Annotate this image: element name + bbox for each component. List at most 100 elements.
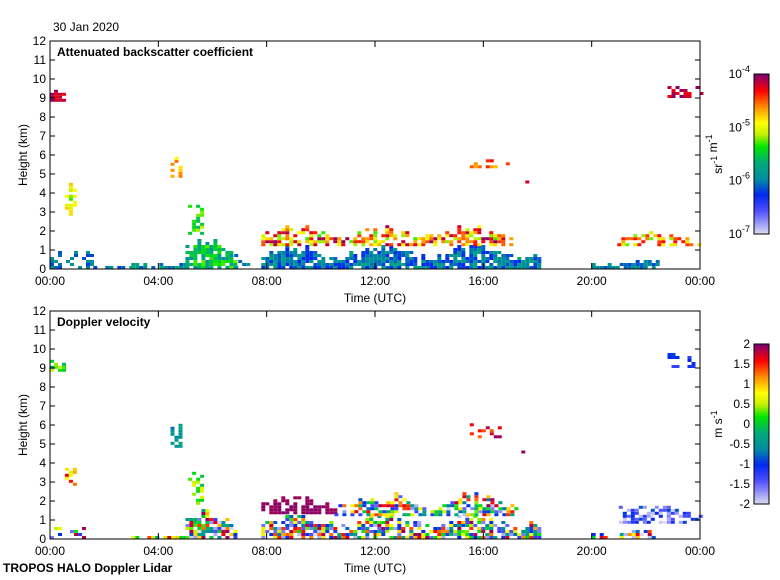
data-cell xyxy=(201,533,206,536)
data-cell xyxy=(643,266,648,269)
data-cell xyxy=(349,263,354,266)
data-cell xyxy=(273,257,278,260)
data-cell xyxy=(209,257,214,260)
data-cell xyxy=(361,530,366,533)
data-cell xyxy=(669,234,674,238)
data-cell xyxy=(209,530,214,533)
data-cell xyxy=(64,467,69,471)
data-cell xyxy=(461,243,466,247)
data-cell xyxy=(357,536,362,539)
data-cell xyxy=(466,498,471,502)
data-cell xyxy=(369,257,374,260)
data-cell xyxy=(281,243,286,247)
colorbar-segment xyxy=(754,360,769,363)
data-cell xyxy=(627,266,632,269)
data-cell xyxy=(213,242,218,245)
data-cell xyxy=(321,263,326,266)
data-cell xyxy=(197,251,202,254)
echo-feature xyxy=(234,254,251,269)
data-cell xyxy=(70,263,74,266)
colorbar-segment xyxy=(754,160,769,163)
data-cell xyxy=(189,263,194,266)
colorbar-segment xyxy=(754,382,769,385)
data-cell xyxy=(362,510,367,514)
data-cell xyxy=(196,228,201,232)
data-cell xyxy=(473,248,478,251)
y-tick-label: 4 xyxy=(39,456,46,470)
data-cell xyxy=(517,260,522,263)
data-cell xyxy=(297,533,302,536)
data-cell xyxy=(155,536,160,539)
data-cell xyxy=(650,514,655,518)
data-cell xyxy=(637,243,642,247)
y-tick-label: 3 xyxy=(39,475,46,489)
data-cell xyxy=(192,225,197,229)
data-cell xyxy=(469,248,474,251)
data-cell xyxy=(493,254,498,257)
colorbar-segment xyxy=(754,114,769,117)
data-cell xyxy=(622,511,627,515)
data-cell xyxy=(86,266,90,269)
data-cell xyxy=(147,536,152,539)
data-cell xyxy=(505,162,510,166)
data-cell xyxy=(413,243,418,247)
data-cell xyxy=(537,536,542,539)
data-cell xyxy=(325,237,330,241)
data-cell xyxy=(205,530,210,533)
data-cell xyxy=(297,263,302,266)
x-tick-label: 20:00 xyxy=(577,544,607,558)
data-cell xyxy=(497,527,502,530)
data-cell xyxy=(502,513,507,517)
data-cell xyxy=(297,243,302,247)
colorbar-segment xyxy=(754,346,769,349)
data-cell xyxy=(465,237,470,241)
data-cell xyxy=(213,518,218,521)
colorbar-segment xyxy=(754,458,769,461)
data-cell xyxy=(281,530,286,533)
data-cell xyxy=(441,530,446,533)
data-cell xyxy=(50,266,54,269)
data-cell xyxy=(205,512,210,515)
y-tick-label: 10 xyxy=(33,72,47,86)
data-cell xyxy=(517,257,522,260)
data-cell xyxy=(293,234,298,238)
data-cell xyxy=(341,524,346,527)
data-cell xyxy=(493,243,498,247)
data-cell xyxy=(493,524,498,527)
data-cell xyxy=(285,257,290,260)
x-axis-label: Time (UTC) xyxy=(344,561,406,575)
data-cell xyxy=(58,365,62,369)
data-cell xyxy=(117,266,122,269)
data-cell xyxy=(269,511,274,515)
data-cell xyxy=(651,266,656,269)
data-cell xyxy=(377,251,382,254)
data-cell xyxy=(178,432,183,436)
data-cell xyxy=(200,498,205,502)
colorbar-segment xyxy=(754,344,769,347)
data-cell xyxy=(385,254,390,257)
data-cell xyxy=(197,530,202,533)
data-cell xyxy=(209,263,214,266)
data-cell xyxy=(174,438,179,442)
data-cell xyxy=(509,533,514,536)
data-cell xyxy=(357,527,362,530)
data-cell xyxy=(671,356,676,359)
data-cell xyxy=(225,257,230,260)
data-cell xyxy=(461,260,466,263)
data-cell xyxy=(350,510,355,514)
data-cell xyxy=(309,254,314,257)
data-cell xyxy=(406,513,411,517)
data-cell xyxy=(365,251,370,254)
data-cell xyxy=(289,536,294,539)
y-tick-label: 12 xyxy=(33,34,47,48)
data-cell xyxy=(213,248,218,251)
echo-feature xyxy=(170,156,183,178)
data-cell xyxy=(381,263,386,266)
data-cell xyxy=(647,260,652,263)
data-cell xyxy=(205,251,210,254)
data-cell xyxy=(201,260,206,263)
data-cell xyxy=(183,536,188,539)
data-cell xyxy=(337,263,342,266)
data-cell xyxy=(457,533,462,536)
data-cell xyxy=(200,231,205,235)
